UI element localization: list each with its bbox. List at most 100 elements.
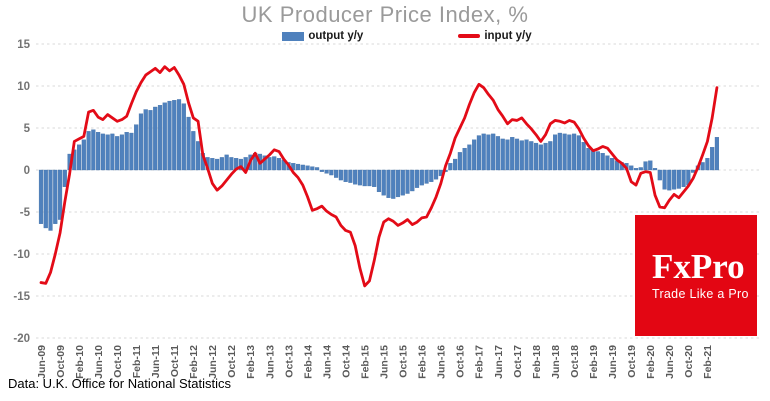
output-bar — [191, 131, 196, 171]
ppi-chart: 15 10 5 0 -5 -10 -15 -20 Jun-09 Oct-09 Feb-10 Jun-1… — [13, 39, 761, 379]
output-bar — [157, 105, 163, 171]
output-bar — [543, 142, 548, 171]
output-bar — [143, 109, 148, 171]
fxpro-tagline: Trade Like a Pro — [652, 287, 749, 301]
output-bar — [529, 141, 534, 171]
output-bar — [595, 151, 600, 171]
y-axis-tick-label: -10 — [13, 249, 30, 261]
output-bar — [138, 113, 144, 171]
output-bar — [57, 169, 63, 220]
output-bar — [134, 124, 139, 171]
output-bar — [362, 169, 367, 187]
output-bar — [576, 135, 581, 171]
x-axis-tick-label: Oct-16 — [455, 345, 467, 378]
x-axis-tick-label: Feb-20 — [645, 345, 657, 379]
chart-title: UK Producer Price Index, % — [241, 2, 529, 27]
x-axis-tick-label: Feb-11 — [131, 345, 143, 378]
output-bar — [533, 142, 539, 171]
output-bar — [376, 169, 382, 193]
output-bar — [353, 169, 358, 185]
output-bar — [657, 169, 662, 181]
output-bar — [591, 149, 596, 171]
output-bar — [305, 165, 310, 171]
output-bar — [172, 100, 177, 171]
x-axis-tick-label: Feb-17 — [474, 345, 486, 379]
output-bar — [610, 158, 615, 171]
output-bar — [586, 147, 591, 171]
x-axis-tick-label: Feb-14 — [302, 345, 314, 379]
output-bar — [153, 106, 158, 171]
output-bar — [38, 169, 44, 224]
output-bar — [472, 139, 477, 171]
output-bar — [381, 169, 386, 196]
output-bar — [43, 169, 48, 229]
output-bar — [672, 169, 677, 190]
x-axis-tick-label: Jun-13 — [264, 345, 276, 379]
output-bar — [495, 136, 501, 171]
output-bar — [219, 157, 224, 171]
y-axis-tick-label: -5 — [20, 207, 31, 219]
output-bar — [100, 133, 105, 171]
output-bar — [391, 169, 396, 199]
x-axis-tick-label: Feb-12 — [188, 345, 200, 379]
input-series-label: input y/y — [484, 30, 532, 42]
output-bar — [105, 134, 110, 171]
output-bar — [215, 158, 220, 171]
y-axis-tick-label: 15 — [17, 39, 30, 51]
output-bar — [334, 169, 339, 178]
output-bar — [562, 133, 567, 171]
output-bar — [53, 169, 58, 224]
x-axis-tick-label: Oct-12 — [226, 345, 238, 378]
output-bar — [48, 169, 53, 231]
x-axis-tick-label: Oct-17 — [512, 345, 524, 378]
output-bar — [676, 169, 681, 189]
output-bar — [710, 147, 715, 171]
output-bar — [229, 157, 234, 171]
output-bar — [119, 134, 124, 171]
x-axis-tick-label: Jun-20 — [664, 345, 676, 379]
x-axis-tick-label: Feb-21 — [702, 345, 714, 379]
output-series-label: output y/y — [308, 30, 364, 42]
output-bar — [648, 160, 653, 171]
output-bar — [538, 144, 543, 171]
fxpro-wordmark: FxPro — [652, 247, 745, 286]
output-bar — [638, 167, 643, 171]
output-bar — [300, 164, 305, 171]
output-bar — [572, 133, 577, 171]
output-bar — [319, 169, 324, 172]
output-bar — [267, 157, 272, 171]
output-bar — [148, 110, 153, 171]
output-bar — [129, 132, 134, 171]
output-bar — [633, 168, 639, 171]
output-bar — [414, 169, 420, 188]
output-bar — [400, 169, 405, 196]
y-axis-tick-label: 10 — [17, 81, 30, 93]
y-axis-tick-label: 0 — [24, 165, 30, 177]
x-axis-tick-label: Jun-16 — [436, 345, 448, 379]
output-bar — [486, 134, 491, 171]
output-bar-swatch-icon — [282, 31, 305, 41]
output-bar — [405, 169, 410, 194]
x-axis-tick-label: Oct-10 — [112, 345, 124, 378]
output-bar — [357, 169, 362, 186]
output-bar — [476, 135, 481, 171]
output-bar — [176, 99, 182, 171]
legend-item-input: input y/y — [458, 30, 532, 42]
input-line-swatch-icon — [458, 34, 481, 38]
x-axis: Jun-09 Oct-09 Feb-10 Jun-10 Oct-10 Feb-11 Jun-… — [36, 345, 714, 379]
output-bar — [467, 144, 472, 171]
output-bar — [519, 140, 524, 171]
output-bar — [386, 169, 391, 198]
x-axis-tick-label: Feb-13 — [245, 345, 257, 379]
output-bar — [500, 138, 505, 171]
output-bar — [96, 132, 101, 171]
output-bar — [491, 133, 496, 171]
output-bar — [343, 169, 348, 182]
input-line-series — [39, 65, 719, 288]
x-axis-tick-label: Feb-16 — [417, 345, 429, 379]
x-axis-tick-label: Jun-18 — [550, 345, 562, 379]
chart-legend: output y/y input y/y — [22, 30, 770, 42]
output-bar — [224, 154, 229, 171]
output-bar — [262, 155, 267, 171]
x-axis-tick-label: Jun-15 — [379, 345, 391, 379]
